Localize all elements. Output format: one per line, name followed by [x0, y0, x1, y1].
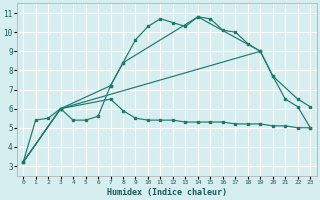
- X-axis label: Humidex (Indice chaleur): Humidex (Indice chaleur): [107, 188, 227, 197]
